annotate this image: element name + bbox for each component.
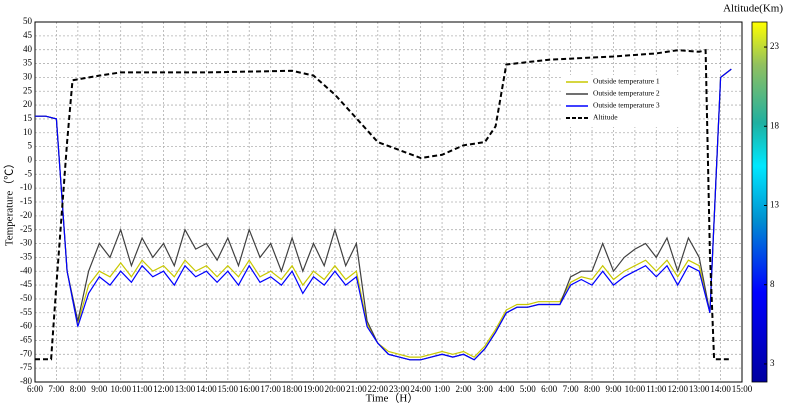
x-tick-label: 7:00 <box>563 384 580 394</box>
x-tick-label: 23:00 <box>389 384 410 394</box>
x-tick-label: 11:00 <box>132 384 153 394</box>
x-tick-label: 15:00 <box>218 384 239 394</box>
legend-label: Outside temperature 3 <box>593 101 660 110</box>
x-tick-label: 9:00 <box>91 384 108 394</box>
y-tick-label: 15 <box>23 113 33 123</box>
plot-frame <box>34 21 743 383</box>
x-tick-label: 13:00 <box>689 384 710 394</box>
y-tick-label: -15 <box>20 196 32 206</box>
x-tick-label: 10:00 <box>110 384 131 394</box>
y-tick-label: -45 <box>20 279 32 289</box>
x-tick-label: 12:00 <box>153 384 174 394</box>
y-axis-label: Temperature（℃） <box>3 158 16 246</box>
x-tick-label: 9:00 <box>605 384 622 394</box>
y2-tick-label: 13 <box>770 200 780 210</box>
y-tick-label: 5 <box>28 141 33 151</box>
y-tick-label: -40 <box>20 265 32 275</box>
y-tick-label: -60 <box>20 321 32 331</box>
x-tick-label: 12:00 <box>667 384 688 394</box>
y-tick-label: -35 <box>20 251 32 261</box>
x-tick-label: 24:00 <box>410 384 431 394</box>
x-tick-label: 5:00 <box>520 384 537 394</box>
x-tick-label: 4:00 <box>498 384 515 394</box>
y-tick-label: 50 <box>23 16 33 26</box>
y-tick-label: -30 <box>20 238 32 248</box>
x-tick-label: 21:00 <box>346 384 367 394</box>
y-tick-label: -70 <box>20 348 32 358</box>
y-tick-label: -55 <box>20 307 32 317</box>
colorbar <box>751 21 768 383</box>
x-tick-label: 3:00 <box>477 384 494 394</box>
y-tick-label: 25 <box>23 85 33 95</box>
x-tick-label: 1:00 <box>434 384 451 394</box>
y-tick-label: -75 <box>20 362 32 372</box>
y-tick-label: 45 <box>23 30 33 40</box>
y-tick-label: -65 <box>20 335 32 345</box>
x-tick-label: 19:00 <box>303 384 324 394</box>
y-tick-label: 10 <box>23 127 33 137</box>
legend-label: Outside temperature 1 <box>593 77 660 86</box>
legend-label: Outside temperature 2 <box>593 89 660 98</box>
y-tick-label: -80 <box>20 376 32 386</box>
y2-axis-label: Altitude(Km) <box>723 3 783 15</box>
x-tick-label: 2:00 <box>455 384 472 394</box>
x-tick-label: 20:00 <box>325 384 346 394</box>
y-tick-label: 0 <box>28 155 33 165</box>
y-tick-label: 40 <box>23 44 33 54</box>
x-tick-label: 14:00 <box>196 384 217 394</box>
y2-tick-label: 8 <box>770 279 775 289</box>
y-tick-label: -5 <box>25 168 33 178</box>
y2-tick-label: 3 <box>770 358 775 368</box>
x-tick-label: 6:00 <box>27 384 44 394</box>
y-tick-label: 20 <box>23 99 33 109</box>
legend-label: Altitude <box>593 113 618 122</box>
x-tick-label: 7:00 <box>48 384 65 394</box>
x-tick-label: 16:00 <box>239 384 260 394</box>
y-tick-label: -50 <box>20 293 32 303</box>
y2-tick-label: 18 <box>770 120 780 130</box>
x-tick-label: 22:00 <box>368 384 389 394</box>
x-tick-label: 14:00 <box>710 384 731 394</box>
y-tick-label: -20 <box>20 210 32 220</box>
series-line <box>35 48 732 361</box>
y2-tick-label: 23 <box>770 41 780 51</box>
y-tick-label: 30 <box>23 71 33 81</box>
x-axis-label: Time（H） <box>366 392 419 405</box>
x-tick-label: 17:00 <box>260 384 281 394</box>
x-tick-label: 13:00 <box>175 384 196 394</box>
x-tick-label: 8:00 <box>584 384 601 394</box>
x-tick-label: 10:00 <box>625 384 646 394</box>
x-tick-label: 8:00 <box>70 384 87 394</box>
series-line <box>35 68 732 358</box>
y-tick-label: -10 <box>20 182 32 192</box>
series-line <box>35 68 732 361</box>
x-tick-label: 18:00 <box>282 384 303 394</box>
x-tick-label: 11:00 <box>646 384 667 394</box>
x-tick-label: 6:00 <box>541 384 558 394</box>
x-tick-label: 15:00 <box>732 384 753 394</box>
y-tick-label: 35 <box>23 58 33 68</box>
y-tick-label: -25 <box>20 224 32 234</box>
